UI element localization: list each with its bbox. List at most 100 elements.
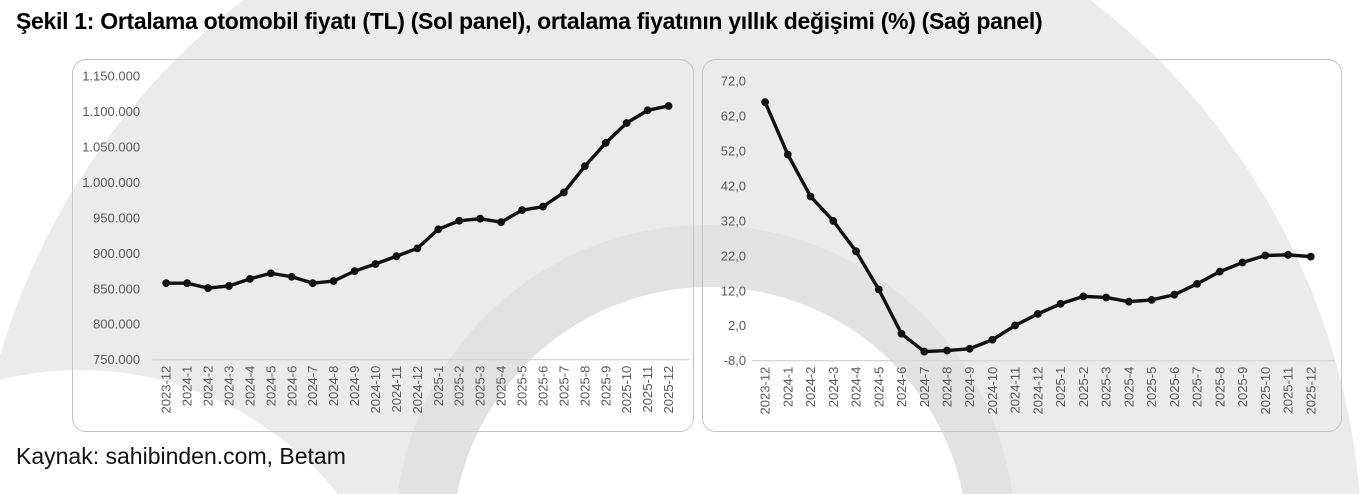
data-point-marker <box>852 247 860 256</box>
x-axis-tick-label: 2024-2 <box>201 366 216 407</box>
x-axis-tick-label: 2024-3 <box>221 366 236 407</box>
x-axis-tick-label: 2024-8 <box>939 367 954 408</box>
data-point-marker <box>664 102 673 110</box>
source-note: Kaynak: sahibinden.com, Betam <box>16 443 346 469</box>
x-axis-tick-label: 2025-9 <box>1235 367 1250 408</box>
data-point-marker <box>413 244 422 253</box>
x-axis-tick-label: 2024-1 <box>180 366 195 407</box>
x-axis-tick-label: 2024-9 <box>347 366 362 407</box>
data-point-marker <box>783 150 792 159</box>
data-point-marker <box>1056 299 1065 308</box>
x-axis-tick-label: 2024-11 <box>389 366 404 413</box>
x-axis-tick-label: 2025-10 <box>1258 367 1273 415</box>
x-axis-tick-label: 2025-2 <box>1076 367 1091 408</box>
x-axis-tick-label: 2025-7 <box>556 366 571 407</box>
data-point-marker <box>1284 250 1292 259</box>
x-axis-tick-label: 2025-9 <box>598 366 613 407</box>
data-point-marker <box>829 217 838 225</box>
x-axis-tick-label: 2025-4 <box>494 366 509 407</box>
x-axis-tick-label: 2024-4 <box>849 367 864 408</box>
left-price-chart: 1.150.000 1.100.000 1.050.000 1.000.000 950.… <box>82 69 690 414</box>
y-axis-tick-label: 52,0 <box>721 144 746 159</box>
data-point-marker <box>287 272 296 281</box>
y-axis-tick-label: 1.050.000 <box>82 140 140 155</box>
x-axis-tick-label: 2024-7 <box>305 366 320 407</box>
data-point-marker <box>266 269 275 278</box>
data-point-marker <box>761 98 770 107</box>
watermark-hole <box>457 287 963 494</box>
data-point-marker <box>245 274 254 283</box>
y-axis-tick-label: 1.100.000 <box>82 104 140 119</box>
x-axis-tick-label: 2023-12 <box>159 366 174 414</box>
x-axis-tick-label: 2024-10 <box>368 366 383 414</box>
data-point-marker <box>920 347 929 356</box>
data-point-marker <box>943 346 951 355</box>
data-point-marker <box>1034 310 1042 318</box>
data-point-marker <box>988 335 997 344</box>
x-axis-tick-label: 2024-12 <box>1030 367 1045 415</box>
x-axis-tick-label: 2024-7 <box>917 367 932 408</box>
data-point-marker <box>392 252 401 261</box>
data-point-marker <box>806 192 815 201</box>
data-point-marker <box>965 344 974 353</box>
data-point-marker <box>1079 292 1088 301</box>
figure-title: Şekil 1: Ortalama otomobil fiyatı (TL) (… <box>16 8 1043 34</box>
y-axis-tick-label: 72,0 <box>721 74 746 89</box>
y-axis-tick-label: 32,0 <box>721 213 746 228</box>
data-point-marker <box>1215 267 1224 276</box>
data-point-marker <box>497 218 505 227</box>
x-axis-tick-label: 2025-3 <box>1099 367 1114 408</box>
data-point-marker <box>580 162 589 171</box>
x-axis-tick-label: 2024-9 <box>962 367 977 408</box>
x-axis-tick-label: 2024-8 <box>326 366 341 407</box>
x-axis-tick-label: 2025-4 <box>1121 367 1136 408</box>
x-axis-tick-label: 2025-12 <box>661 366 676 414</box>
data-point-marker <box>1306 252 1315 261</box>
right-change-chart: 72,0 62,0 52,0 42,0 32,0 22,0 12,0 2,0 -8,0 2023-… <box>721 74 1335 415</box>
data-point-marker <box>1011 321 1020 330</box>
x-axis-tick-label: 2023-12 <box>758 367 773 415</box>
x-axis-tick-label: 2025-11 <box>640 366 655 413</box>
data-point-marker <box>1147 295 1156 304</box>
y-axis-tick-label: 750.000 <box>93 352 140 367</box>
data-point-marker <box>350 267 359 276</box>
data-point-marker <box>225 282 233 290</box>
x-axis-tick-label: 2025-1 <box>1053 367 1068 408</box>
x-axis-tick-label: 2025-12 <box>1303 367 1318 415</box>
data-point-marker <box>204 284 212 292</box>
data-point-marker <box>1124 297 1133 306</box>
x-axis-tick-label: 2024-6 <box>284 366 299 407</box>
x-axis-tick-label: 2024-2 <box>803 367 818 408</box>
x-axis-tick-label: 2024-1 <box>780 367 795 408</box>
data-point-marker <box>371 260 380 268</box>
x-axis-tick-label: 2024-10 <box>985 367 1000 415</box>
data-point-marker <box>874 285 883 294</box>
data-point-marker <box>1261 251 1270 260</box>
y-axis-tick-label: 42,0 <box>721 179 746 194</box>
x-axis-tick-label: 2025-1 <box>431 366 446 407</box>
x-axis-tick-label: 2025-6 <box>1167 367 1182 408</box>
x-axis-tick-label: 2024-12 <box>410 366 425 414</box>
x-axis-tick-label: 2025-5 <box>515 366 530 407</box>
x-axis-tick-label: 2024-5 <box>871 367 886 408</box>
y-axis-tick-label: 2,0 <box>728 318 746 333</box>
y-axis-tick-label: 1.150.000 <box>82 69 140 84</box>
data-point-marker <box>601 138 610 147</box>
x-axis-tick-label: 2025-2 <box>452 366 467 407</box>
data-point-marker <box>1193 279 1201 288</box>
watermark-corner-cut <box>0 370 338 494</box>
y-axis-tick-label: 12,0 <box>721 283 746 298</box>
data-point-marker <box>622 119 631 127</box>
y-axis-tick-label: 1.000.000 <box>82 175 140 190</box>
x-axis-tick-label: 2024-4 <box>242 366 257 407</box>
left-price-panel: 1.150.000 1.100.000 1.050.000 1.000.000 950.… <box>72 59 694 432</box>
data-point-marker <box>1170 290 1179 299</box>
data-point-marker <box>539 202 547 211</box>
x-axis-tick-label: 2025-6 <box>535 366 550 407</box>
data-line <box>164 104 671 290</box>
y-axis-tick-label: 900.000 <box>93 246 140 261</box>
y-axis-tick-label: 800.000 <box>93 317 140 332</box>
x-axis-tick-label: 2025-8 <box>577 366 592 407</box>
data-point-marker <box>308 279 317 288</box>
